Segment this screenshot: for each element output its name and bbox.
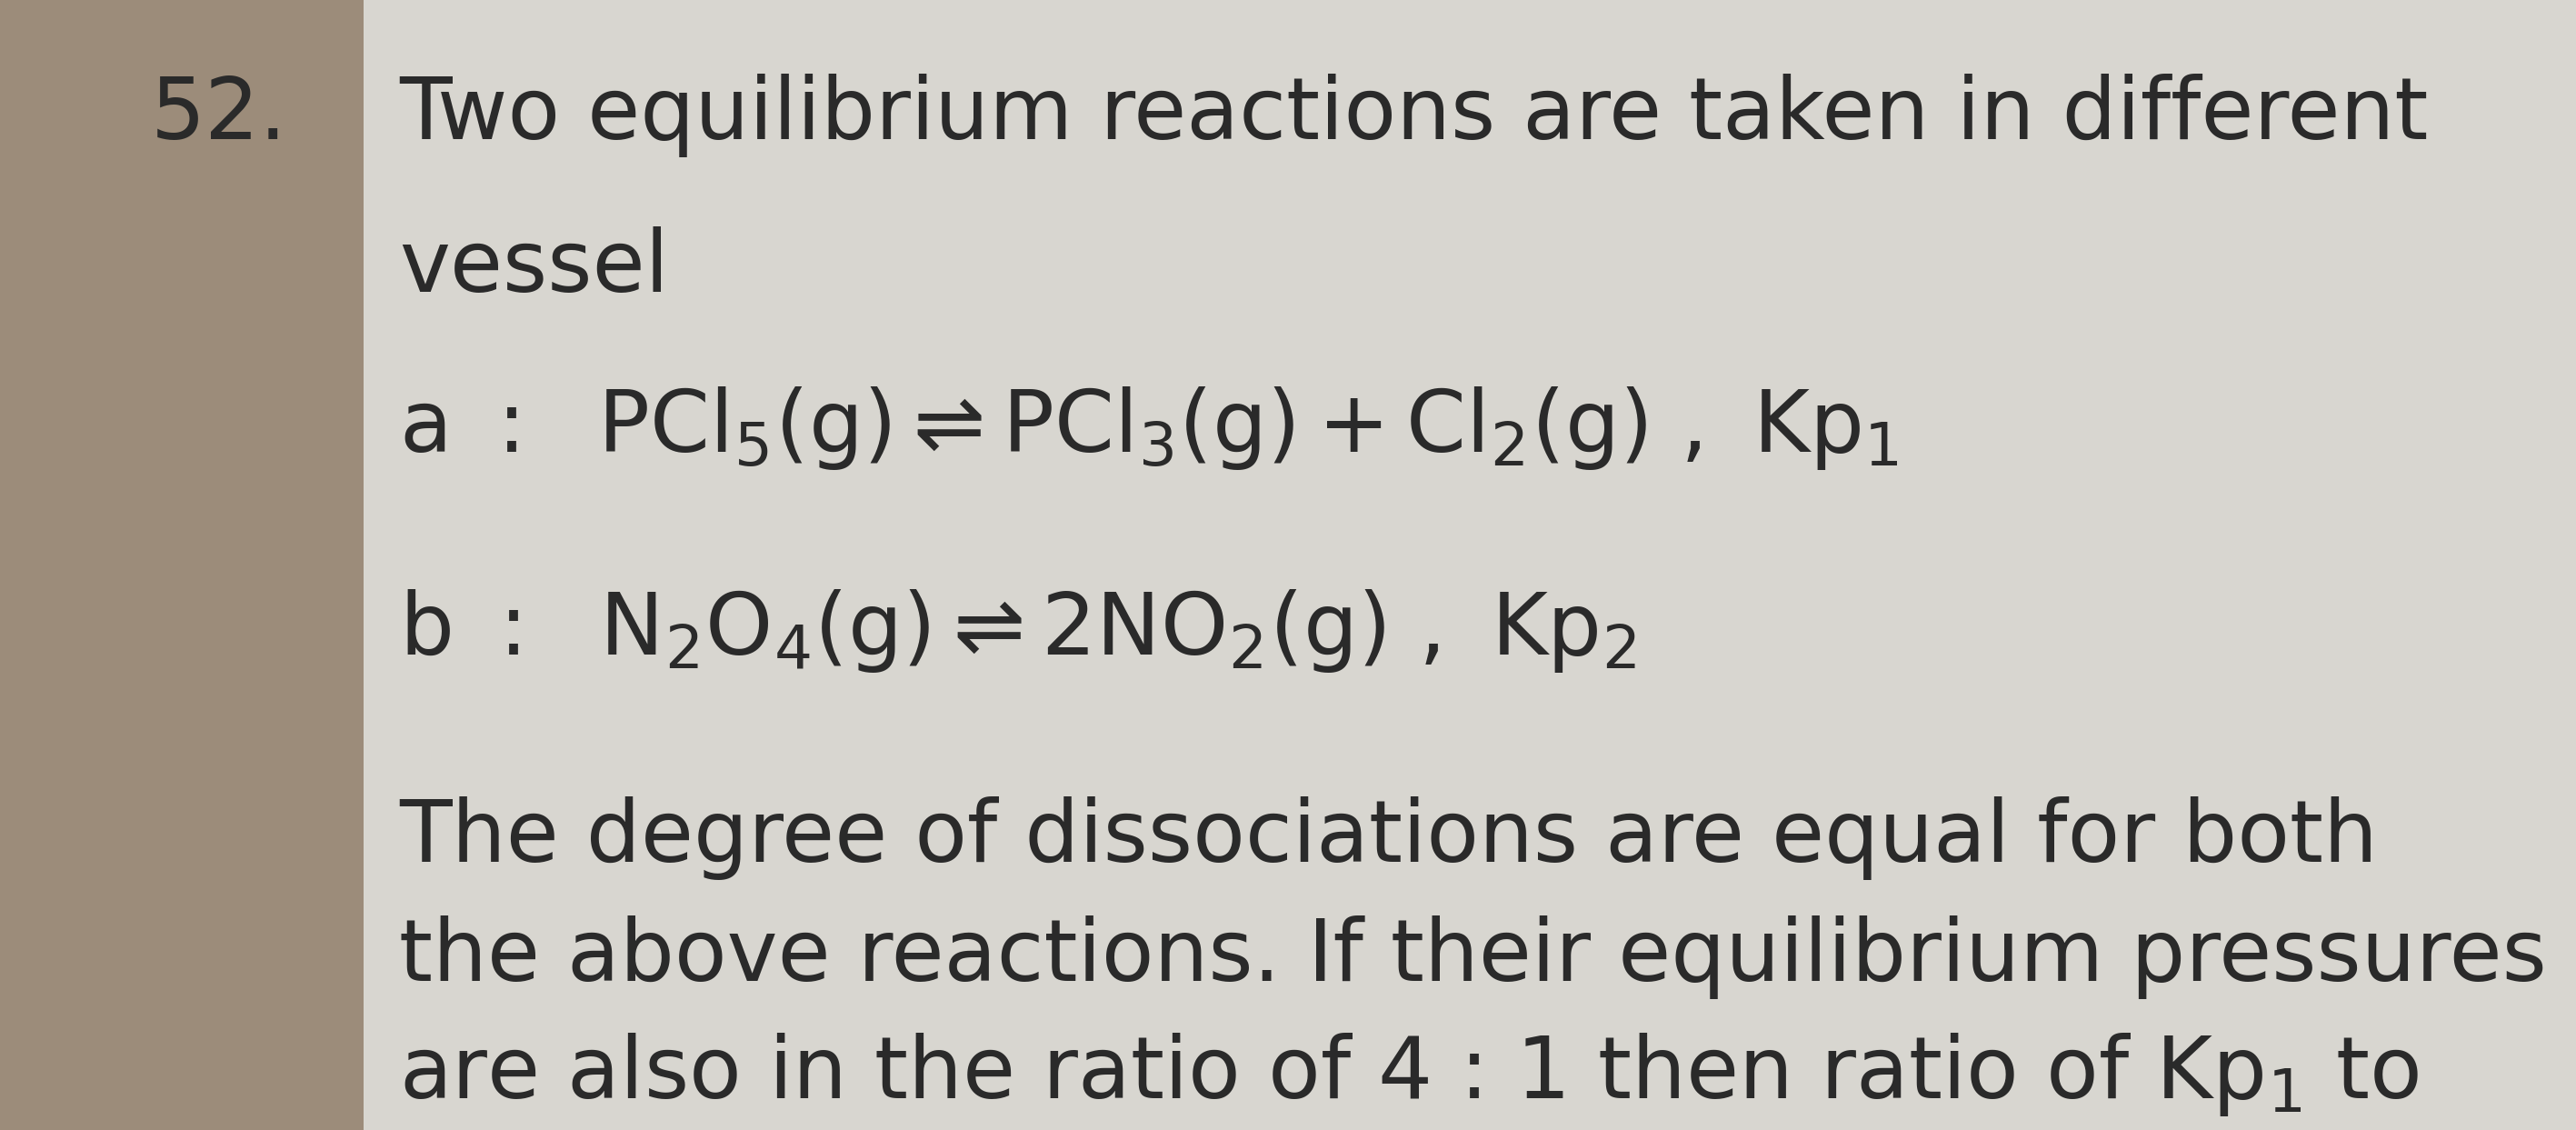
Text: The degree of dissociations are equal for both: The degree of dissociations are equal fo… — [399, 797, 2378, 880]
Text: vessel: vessel — [399, 226, 670, 310]
Text: $\mathregular{b\ :\ \ N_2O_4(g)\rightleftharpoons 2NO_2(g)\ ,\ Kp_2}$: $\mathregular{b\ :\ \ N_2O_4(g)\rightlef… — [399, 588, 1636, 675]
Text: 52.: 52. — [149, 73, 289, 157]
Text: are also in the ratio of 4 : 1 then ratio of $\mathregular{Kp_1}$ to: are also in the ratio of 4 : 1 then rati… — [399, 1031, 2419, 1118]
Bar — [0, 0, 363, 1130]
Text: the above reactions. If their equilibrium pressures: the above reactions. If their equilibriu… — [399, 915, 2548, 999]
Text: $\mathregular{a\ :\ \ PCl_5(g)\rightleftharpoons PCl_3(g) + Cl_2(g)\ ,\ Kp_1}$: $\mathregular{a\ :\ \ PCl_5(g)\rightleft… — [399, 384, 1899, 471]
Text: Two equilibrium reactions are taken in different: Two equilibrium reactions are taken in d… — [399, 73, 2429, 157]
